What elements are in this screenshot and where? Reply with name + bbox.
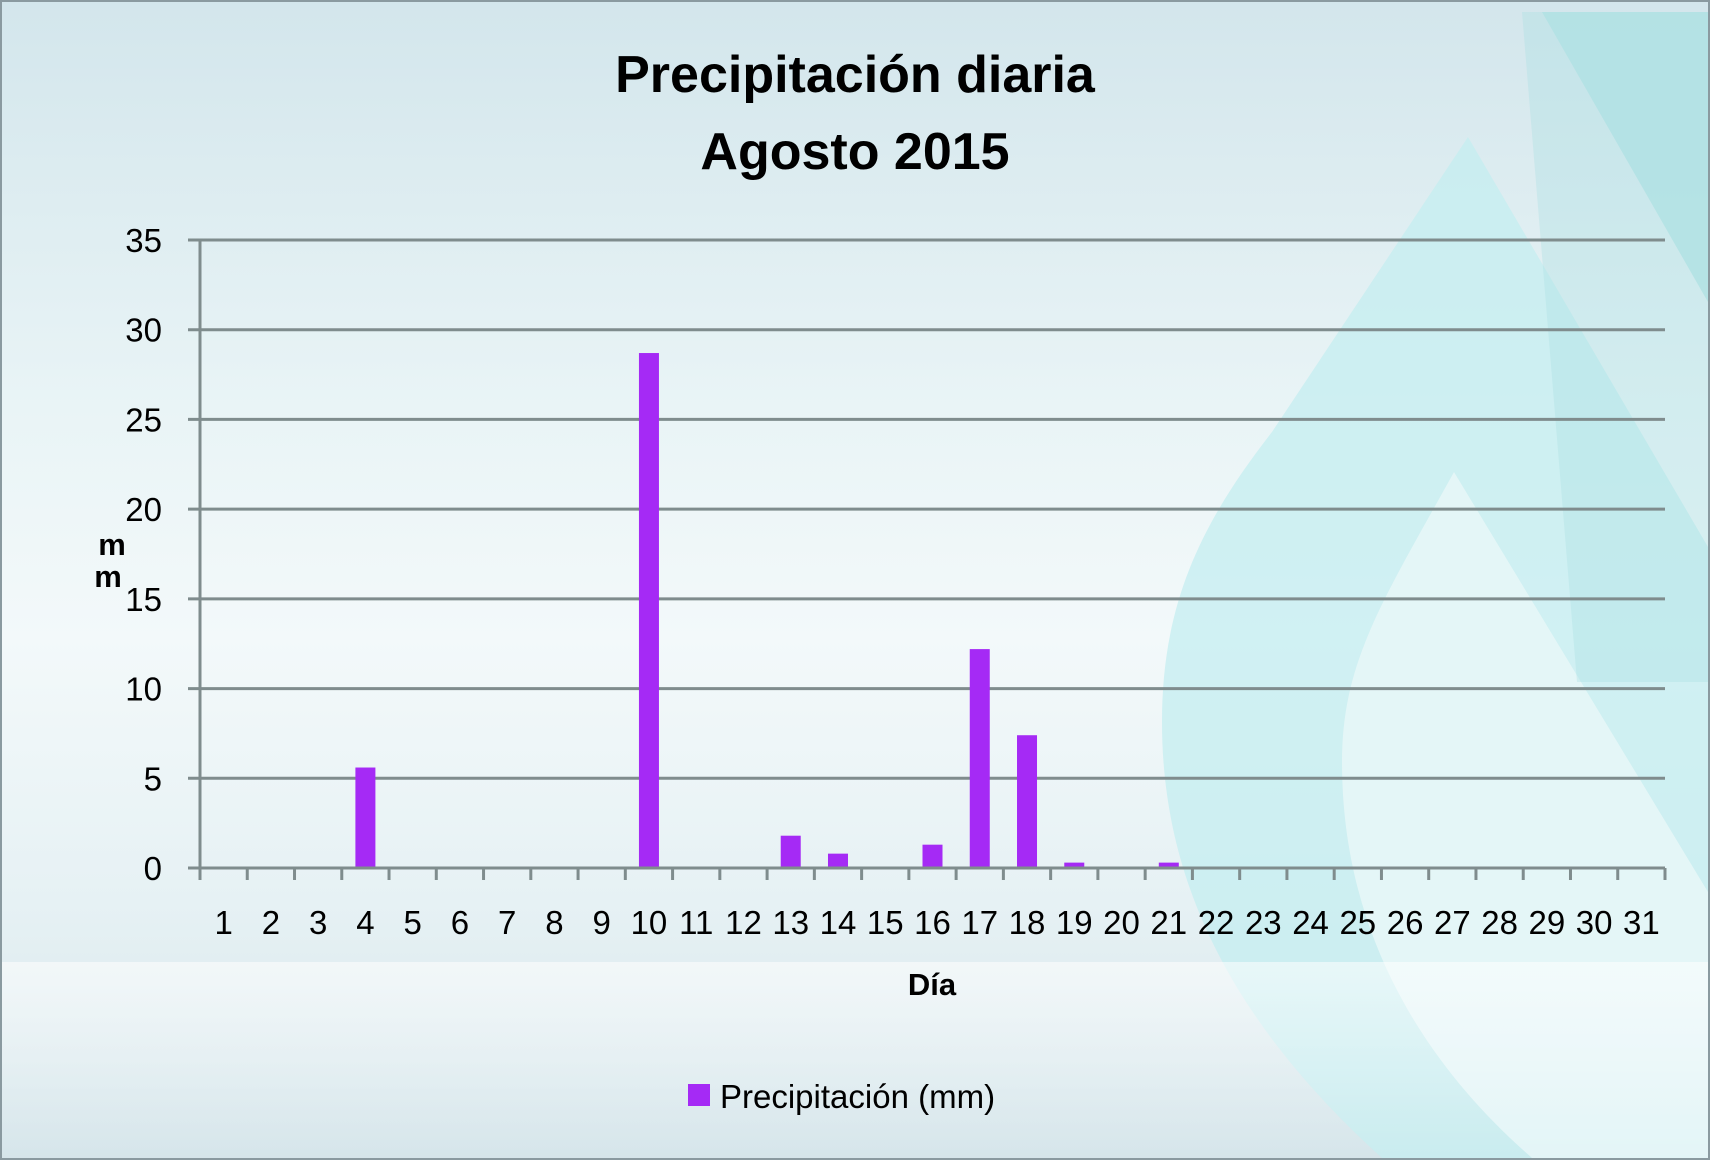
- y-tick-label: 35: [125, 222, 162, 259]
- chart-title-line-1: Precipitación diaria: [615, 46, 1096, 104]
- x-tick-label: 1: [214, 904, 232, 941]
- x-tick-label: 29: [1528, 904, 1565, 941]
- legend-swatch: [688, 1084, 710, 1106]
- x-tick-label: 12: [725, 904, 762, 941]
- bar: [355, 767, 376, 868]
- bar-series: [355, 353, 1179, 868]
- bar: [638, 353, 659, 868]
- x-tick-label: 17: [961, 904, 998, 941]
- x-tick-label: 3: [309, 904, 327, 941]
- x-tick-label: 7: [498, 904, 516, 941]
- y-tick-label: 5: [144, 760, 162, 797]
- y-tick-label: 15: [125, 581, 162, 618]
- y-tick-label: 30: [125, 312, 162, 349]
- y-axis-tick-labels: 0 5 10 15 20 25 30 35: [125, 222, 162, 887]
- x-tick-label: 14: [820, 904, 857, 941]
- legend-label: Precipitación (mm): [720, 1078, 995, 1115]
- x-tick-label: 24: [1292, 904, 1329, 941]
- x-tick-label: 9: [593, 904, 611, 941]
- y-tick-label: 20: [125, 491, 162, 528]
- x-axis-label: Día: [908, 967, 957, 1002]
- x-tick-label: 2: [262, 904, 280, 941]
- x-tick-label: 27: [1434, 904, 1471, 941]
- x-axis: [188, 240, 1667, 880]
- y-axis-label-line-1: m: [98, 527, 126, 562]
- bar: [1064, 862, 1085, 868]
- x-tick-label: 18: [1009, 904, 1046, 941]
- x-tick-label: 22: [1198, 904, 1235, 941]
- x-tick-label: 10: [631, 904, 668, 941]
- x-axis-tick-labels: 1 2 3 4 5 6 7 8 9 10 11 12 13 14 15 16 17 18 19 20 21 22 23 24 2…: [214, 904, 1659, 941]
- bar: [827, 853, 848, 868]
- x-tick-label: 20: [1103, 904, 1140, 941]
- x-tick-label: 19: [1056, 904, 1093, 941]
- x-tick-label: 28: [1481, 904, 1518, 941]
- x-tick-label: 13: [772, 904, 809, 941]
- bar: [1158, 862, 1179, 868]
- x-tick-label: 11: [679, 904, 713, 941]
- x-tick-label: 23: [1245, 904, 1282, 941]
- y-tick-label: 10: [125, 671, 162, 708]
- x-tick-label: 8: [545, 904, 563, 941]
- x-tick-label: 16: [914, 904, 951, 941]
- x-tick-label: 5: [403, 904, 421, 941]
- x-tick-label: 21: [1150, 904, 1187, 941]
- bar: [780, 835, 801, 868]
- y-tick-label: 25: [125, 401, 162, 438]
- gridlines: [188, 238, 1665, 780]
- legend: Precipitación (mm): [688, 1078, 995, 1115]
- bar: [922, 844, 943, 868]
- chart-title-line-2: Agosto 2015: [700, 123, 1009, 181]
- bar: [969, 649, 990, 868]
- background-decoration: [2, 12, 1708, 1158]
- x-tick-label: 15: [867, 904, 904, 941]
- y-tick-label: 0: [144, 850, 162, 887]
- x-tick-label: 26: [1387, 904, 1424, 941]
- y-axis-label-line-2: m: [94, 559, 122, 594]
- x-tick-label: 25: [1339, 904, 1376, 941]
- x-tick-label: 4: [356, 904, 374, 941]
- bar: [1017, 735, 1038, 868]
- x-tick-label: 31: [1623, 904, 1660, 941]
- x-tick-label: 30: [1576, 904, 1613, 941]
- x-tick-label: 6: [451, 904, 469, 941]
